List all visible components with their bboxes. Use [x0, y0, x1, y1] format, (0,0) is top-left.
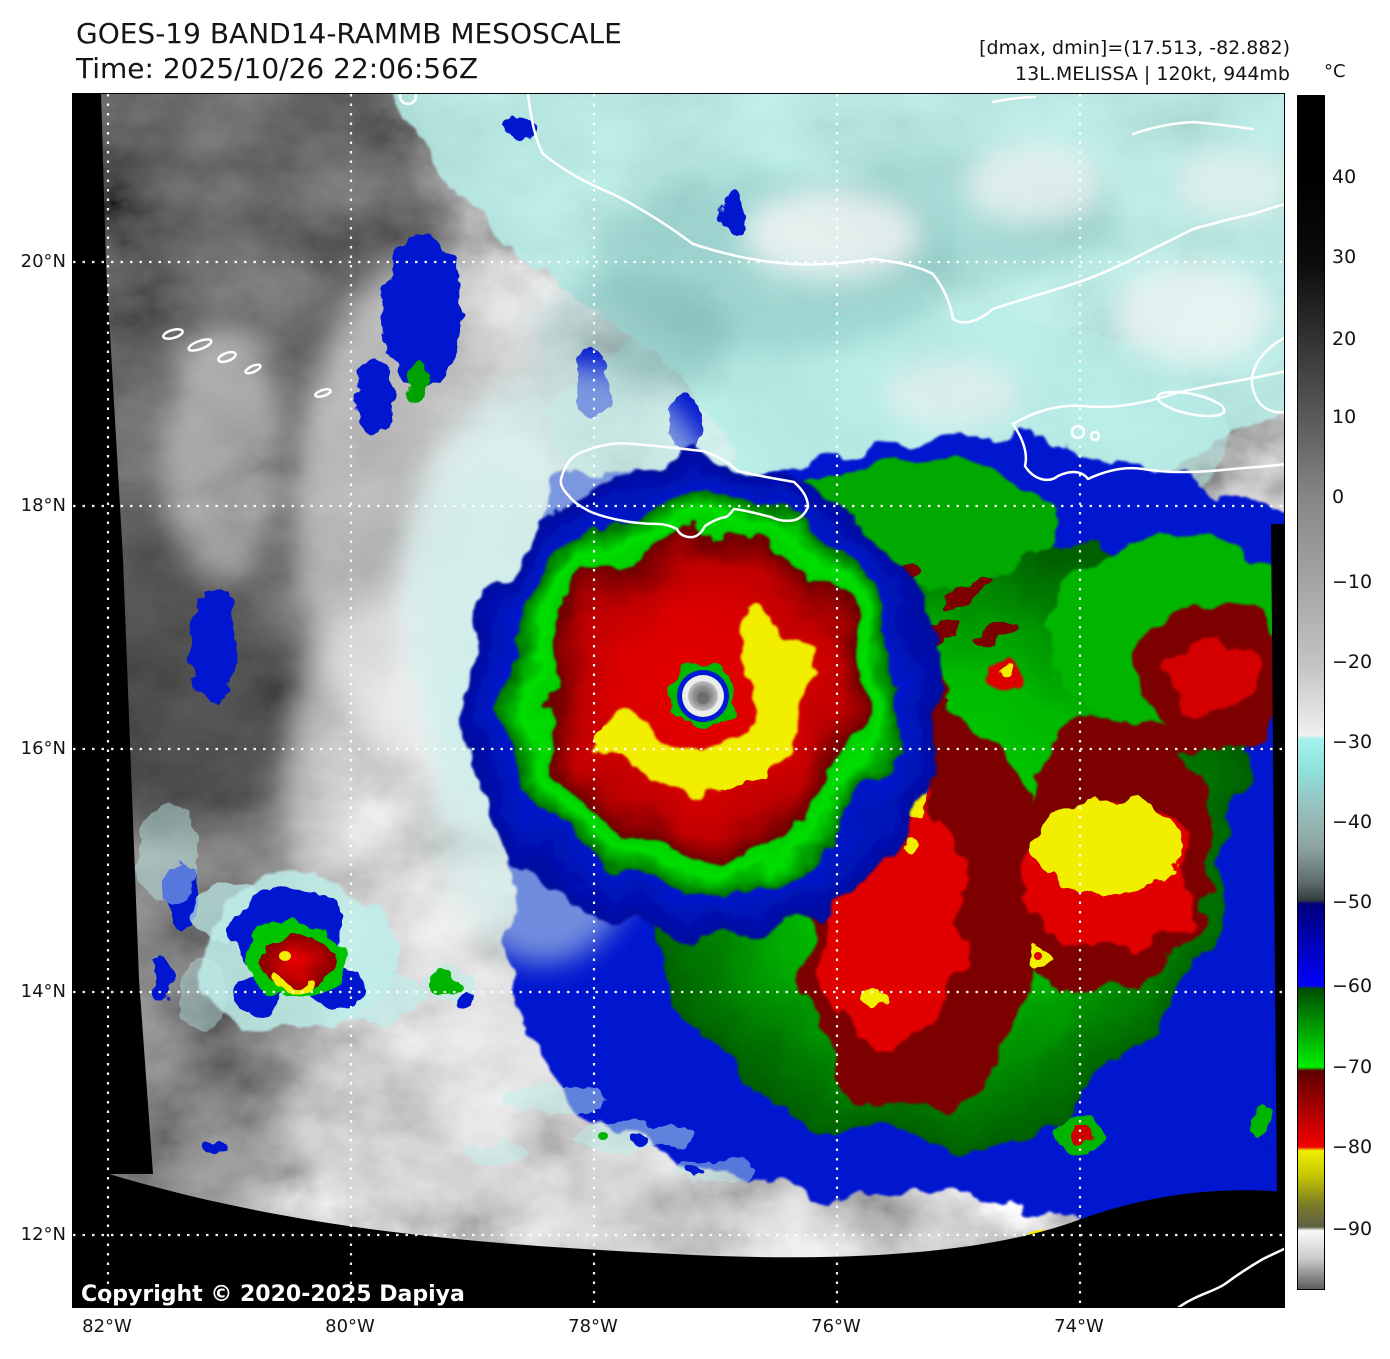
header-titles: GOES-19 BAND14-RAMMB MESOSCALE Time: 202…: [76, 16, 622, 86]
lat-tick-label: 16°N: [20, 738, 66, 759]
dmax-dmin-readout: [dmax, dmin]=(17.513, -82.882): [979, 37, 1290, 59]
hurricane-eye: [669, 662, 737, 730]
small-cay-outline: [398, 94, 418, 106]
lat-tick-label: 12°N: [20, 1224, 66, 1245]
cuba-north-segment: [991, 95, 1037, 104]
lon-tick-label: 76°W: [811, 1316, 861, 1337]
colorbar-tick: −60: [1332, 975, 1373, 997]
page-title: GOES-19 BAND14-RAMMB MESOSCALE: [76, 17, 622, 50]
cuba-north-segment: [1131, 120, 1255, 136]
colorbar-tick: 10: [1332, 406, 1357, 428]
hispaniola-north-coast: [1011, 370, 1284, 426]
cayman-islands-outlines: [162, 328, 332, 399]
storm-info: 13L.MELISSA | 120kt, 944mb: [1015, 63, 1290, 85]
lon-tick-label: 78°W: [568, 1316, 618, 1337]
header-annotations: [dmax, dmin]=(17.513, -82.882) 13L.MELIS…: [890, 35, 1290, 87]
lat-tick-label: 14°N: [20, 981, 66, 1002]
colorbar-tick: 40: [1332, 166, 1357, 188]
colorbar-tick: 20: [1332, 328, 1357, 350]
colorbar-unit-label: °C: [1324, 61, 1346, 82]
lat-tick-label: 20°N: [20, 251, 66, 272]
cuba-coastline: [526, 94, 1284, 324]
timestamp: Time: 2025/10/26 22:06:56Z: [76, 52, 479, 85]
jamaica-coastline: [559, 442, 810, 539]
hurricane-core: [403, 364, 943, 964]
southwest-storm-cell: [191, 876, 477, 1032]
colorbar-tick: 30: [1332, 246, 1357, 268]
hispaniola-south-coast: [1011, 422, 1284, 482]
colorbar-tick: −90: [1332, 1218, 1373, 1240]
southern-specks: [138, 804, 1283, 1182]
lon-tick-label: 82°W: [82, 1316, 132, 1337]
satellite-image: Copyright © 2020-2025 Dapiya: [73, 94, 1284, 1307]
colorbar-tick: −40: [1332, 811, 1373, 833]
colorbar-tick: −30: [1332, 731, 1373, 753]
lon-tick-label: 80°W: [325, 1316, 375, 1337]
graticule-gridlines: [73, 94, 1284, 1307]
colorbar-tick: −70: [1332, 1056, 1373, 1078]
swath-edges: [73, 94, 1284, 1307]
yellow-crescent: [594, 615, 804, 797]
temperature-colorbar: [1297, 95, 1325, 1290]
hispaniola-east-segment: [1250, 336, 1284, 414]
hispaniola-lake-outline: [1156, 390, 1226, 418]
coastlines: [162, 94, 1284, 1307]
south-america-coastline: [1177, 1247, 1284, 1307]
colorbar-tick: −10: [1332, 571, 1373, 593]
lon-tick-label: 74°W: [1054, 1316, 1104, 1337]
colorbar-tick: −80: [1332, 1136, 1373, 1158]
lat-tick-label: 18°N: [20, 495, 66, 516]
copyright-notice: Copyright © 2020-2025 Dapiya: [81, 1282, 465, 1307]
colorbar-tick: −50: [1332, 891, 1373, 913]
colorbar-tick: 0: [1332, 486, 1345, 508]
satellite-map: Copyright © 2020-2025 Dapiya: [72, 93, 1285, 1308]
colorbar-tick: −20: [1332, 651, 1373, 673]
